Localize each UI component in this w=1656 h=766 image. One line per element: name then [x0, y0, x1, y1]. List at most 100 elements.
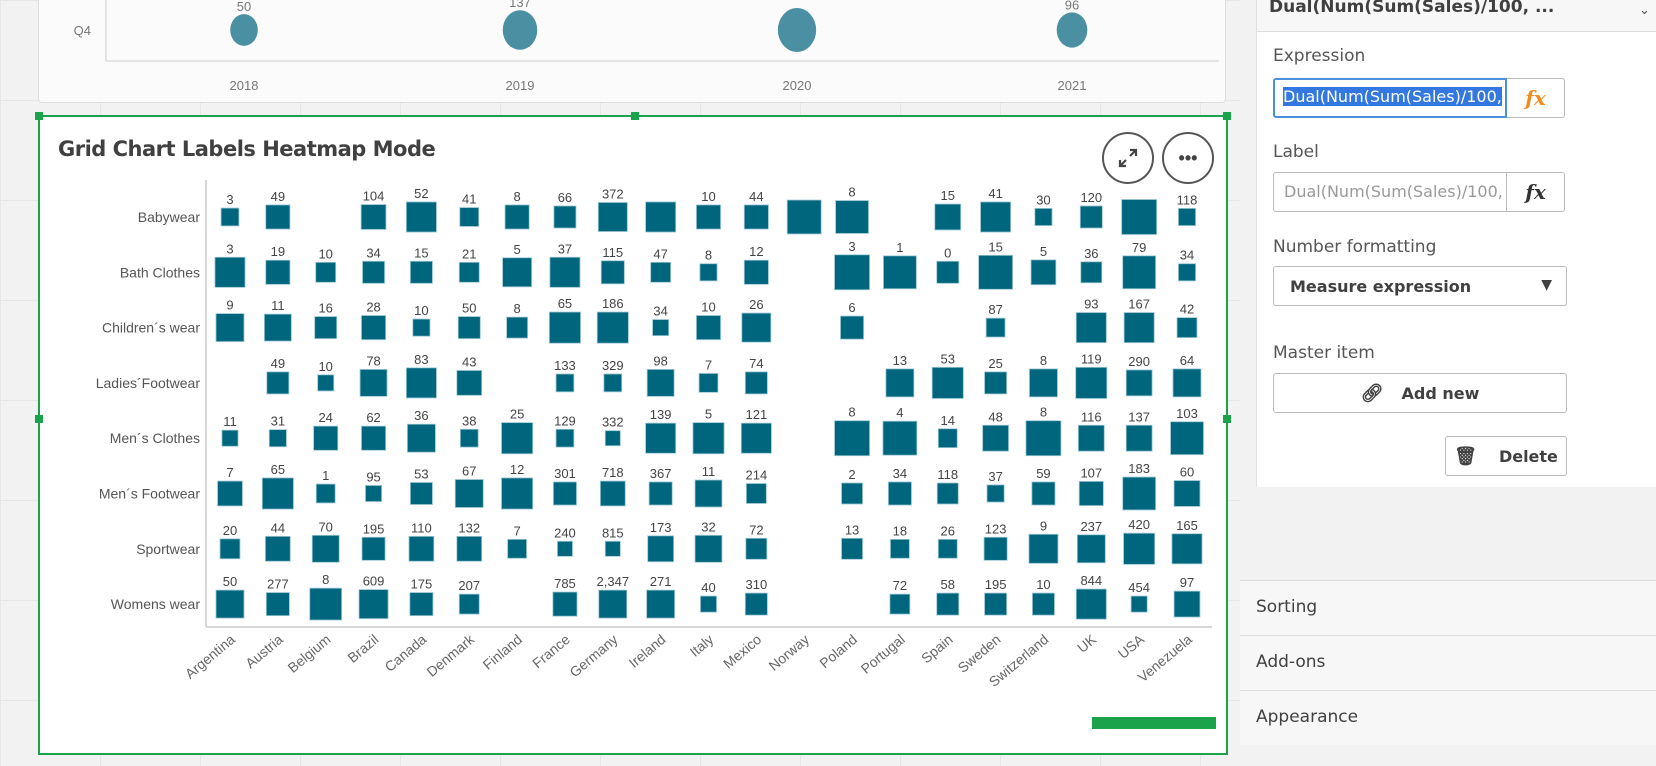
x-tick-label: Brazil	[344, 631, 381, 666]
number-formatting-select[interactable]: Measure expression ▼	[1273, 266, 1567, 306]
cell-label: 41	[462, 192, 476, 207]
heatmap-cell	[1080, 261, 1103, 284]
heatmap-cell	[362, 260, 385, 284]
label-input[interactable]: Dual(Num(Sum(Sales)/100,	[1273, 172, 1507, 212]
cell-label: 310	[745, 577, 767, 592]
cell-label: 118	[1177, 192, 1198, 207]
heatmap-cell	[1173, 590, 1201, 618]
cell-label: 44	[749, 189, 763, 204]
cell-label: 207	[458, 578, 480, 593]
heatmap-cell	[553, 205, 577, 229]
heatmap-cell	[361, 536, 386, 561]
cell-label: 12	[749, 244, 763, 259]
heatmap-cell	[980, 201, 1012, 233]
bubble-label: 96	[1065, 0, 1079, 12]
heatmap-cell	[745, 537, 768, 560]
heatmap-cell	[553, 481, 577, 506]
cell-label: 6	[848, 300, 855, 315]
cell-label: 3	[848, 239, 855, 254]
heatmap-cell	[360, 204, 387, 230]
grid-chart-card[interactable]: Grid Chart Labels Heatmap Mode ••• Babyw…	[35, 112, 1231, 755]
x-tick-label: Portugal	[858, 631, 908, 677]
measure-header[interactable]: Dual(Num(Sum(Sales)/100, ... ⌄	[1257, 0, 1656, 32]
resize-handle[interactable]	[35, 415, 43, 423]
cell-label: 97	[1180, 575, 1194, 590]
cell-label: 59	[1036, 466, 1050, 481]
section-label: Appearance	[1256, 707, 1359, 727]
cell-label: 11	[223, 414, 237, 429]
more-options-button[interactable]: •••	[1162, 132, 1214, 184]
cell-label: 10	[318, 359, 332, 374]
y-tick-label: Ladies´Footwear	[96, 375, 201, 391]
heatmap-cell	[692, 422, 725, 455]
delete-button[interactable]: 🗑︎ Delete	[1445, 436, 1567, 476]
cell-label: 175	[411, 577, 433, 592]
cell-label: 32	[701, 519, 715, 534]
section-add-ons[interactable]: Add-ons	[1240, 635, 1656, 690]
cell-label: 103	[1176, 406, 1198, 421]
resize-handle[interactable]	[1223, 415, 1231, 423]
heatmap-cell	[457, 316, 481, 340]
expression-label: Expression	[1273, 46, 1366, 66]
add-new-button[interactable]: 🔗︎ Add new	[1273, 373, 1567, 413]
label-fx-button[interactable]: fx	[1507, 172, 1565, 212]
expression-fx-button[interactable]: fx	[1507, 78, 1565, 118]
cell-label: 785	[554, 576, 576, 591]
heatmap-cell	[646, 369, 675, 397]
cell-label: 62	[366, 410, 380, 425]
heatmap-cell	[885, 368, 915, 398]
cell-label: 367	[650, 466, 672, 481]
cell-label: 2	[848, 467, 855, 482]
expand-button[interactable]	[1102, 132, 1154, 184]
y-tick-label: Babywear	[138, 209, 201, 225]
x-tick-label: UK	[1074, 631, 1100, 656]
resize-handle[interactable]	[1223, 112, 1231, 120]
resize-handle[interactable]	[35, 112, 43, 120]
cell-label: 329	[602, 358, 624, 373]
cell-label: 13	[845, 522, 859, 537]
cell-label: 115	[602, 245, 623, 260]
heatmap-cell	[696, 315, 721, 341]
cell-label: 104	[363, 189, 385, 204]
cell-label: 25	[988, 356, 1002, 371]
section-appearance[interactable]: Appearance	[1240, 690, 1656, 745]
heatmap-cell	[555, 373, 575, 393]
x-tick-label: Canada	[381, 631, 429, 675]
cell-label: 12	[510, 462, 524, 477]
selection-toolbar[interactable]	[1092, 717, 1216, 729]
expression-input[interactable]: Dual(Num(Sum(Sales)/100,	[1273, 78, 1507, 118]
section-sorting[interactable]: Sorting	[1240, 580, 1656, 635]
heatmap-cell	[1078, 481, 1104, 506]
section-label: Add-ons	[1256, 652, 1326, 672]
cell-label: 38	[462, 413, 476, 428]
cell-label: 332	[602, 415, 624, 430]
heatmap-cell	[268, 429, 287, 448]
heatmap-cell	[1178, 263, 1196, 282]
cell-label: 53	[414, 466, 428, 481]
heatmap-cell	[261, 477, 294, 510]
heatmap-cell	[265, 535, 291, 562]
resize-handle[interactable]	[631, 112, 639, 120]
heatmap-cell	[937, 428, 958, 449]
cell-label: 301	[554, 466, 576, 481]
heatmap-cell	[743, 259, 769, 285]
heatmap-cell	[266, 371, 290, 395]
cell-label: 72	[893, 578, 907, 593]
heatmap-cell	[1032, 592, 1055, 616]
x-tick-label: Belgium	[285, 631, 334, 676]
heatmap-cell	[985, 317, 1006, 338]
expand-icon	[1118, 148, 1138, 168]
top-scatter-chart: Q4 50 2018 137 2019 2020 96 2021	[74, 0, 1219, 93]
x-tick-label: Germany	[566, 631, 620, 680]
top-chart-card[interactable]: Q4 50 2018 137 2019 2020 96 2021	[38, 0, 1226, 103]
heatmap-cell	[454, 479, 484, 508]
cell-label: 119	[1081, 351, 1102, 366]
cell-label: 718	[602, 465, 624, 480]
heatmap-cell	[698, 373, 719, 393]
cell-label: 420	[1128, 517, 1150, 532]
cell-label: 64	[1180, 353, 1194, 368]
cell-label: 36	[414, 408, 428, 423]
heatmap-cell	[1123, 532, 1156, 565]
heatmap-cell	[883, 255, 917, 290]
heatmap-cell	[984, 592, 1008, 616]
